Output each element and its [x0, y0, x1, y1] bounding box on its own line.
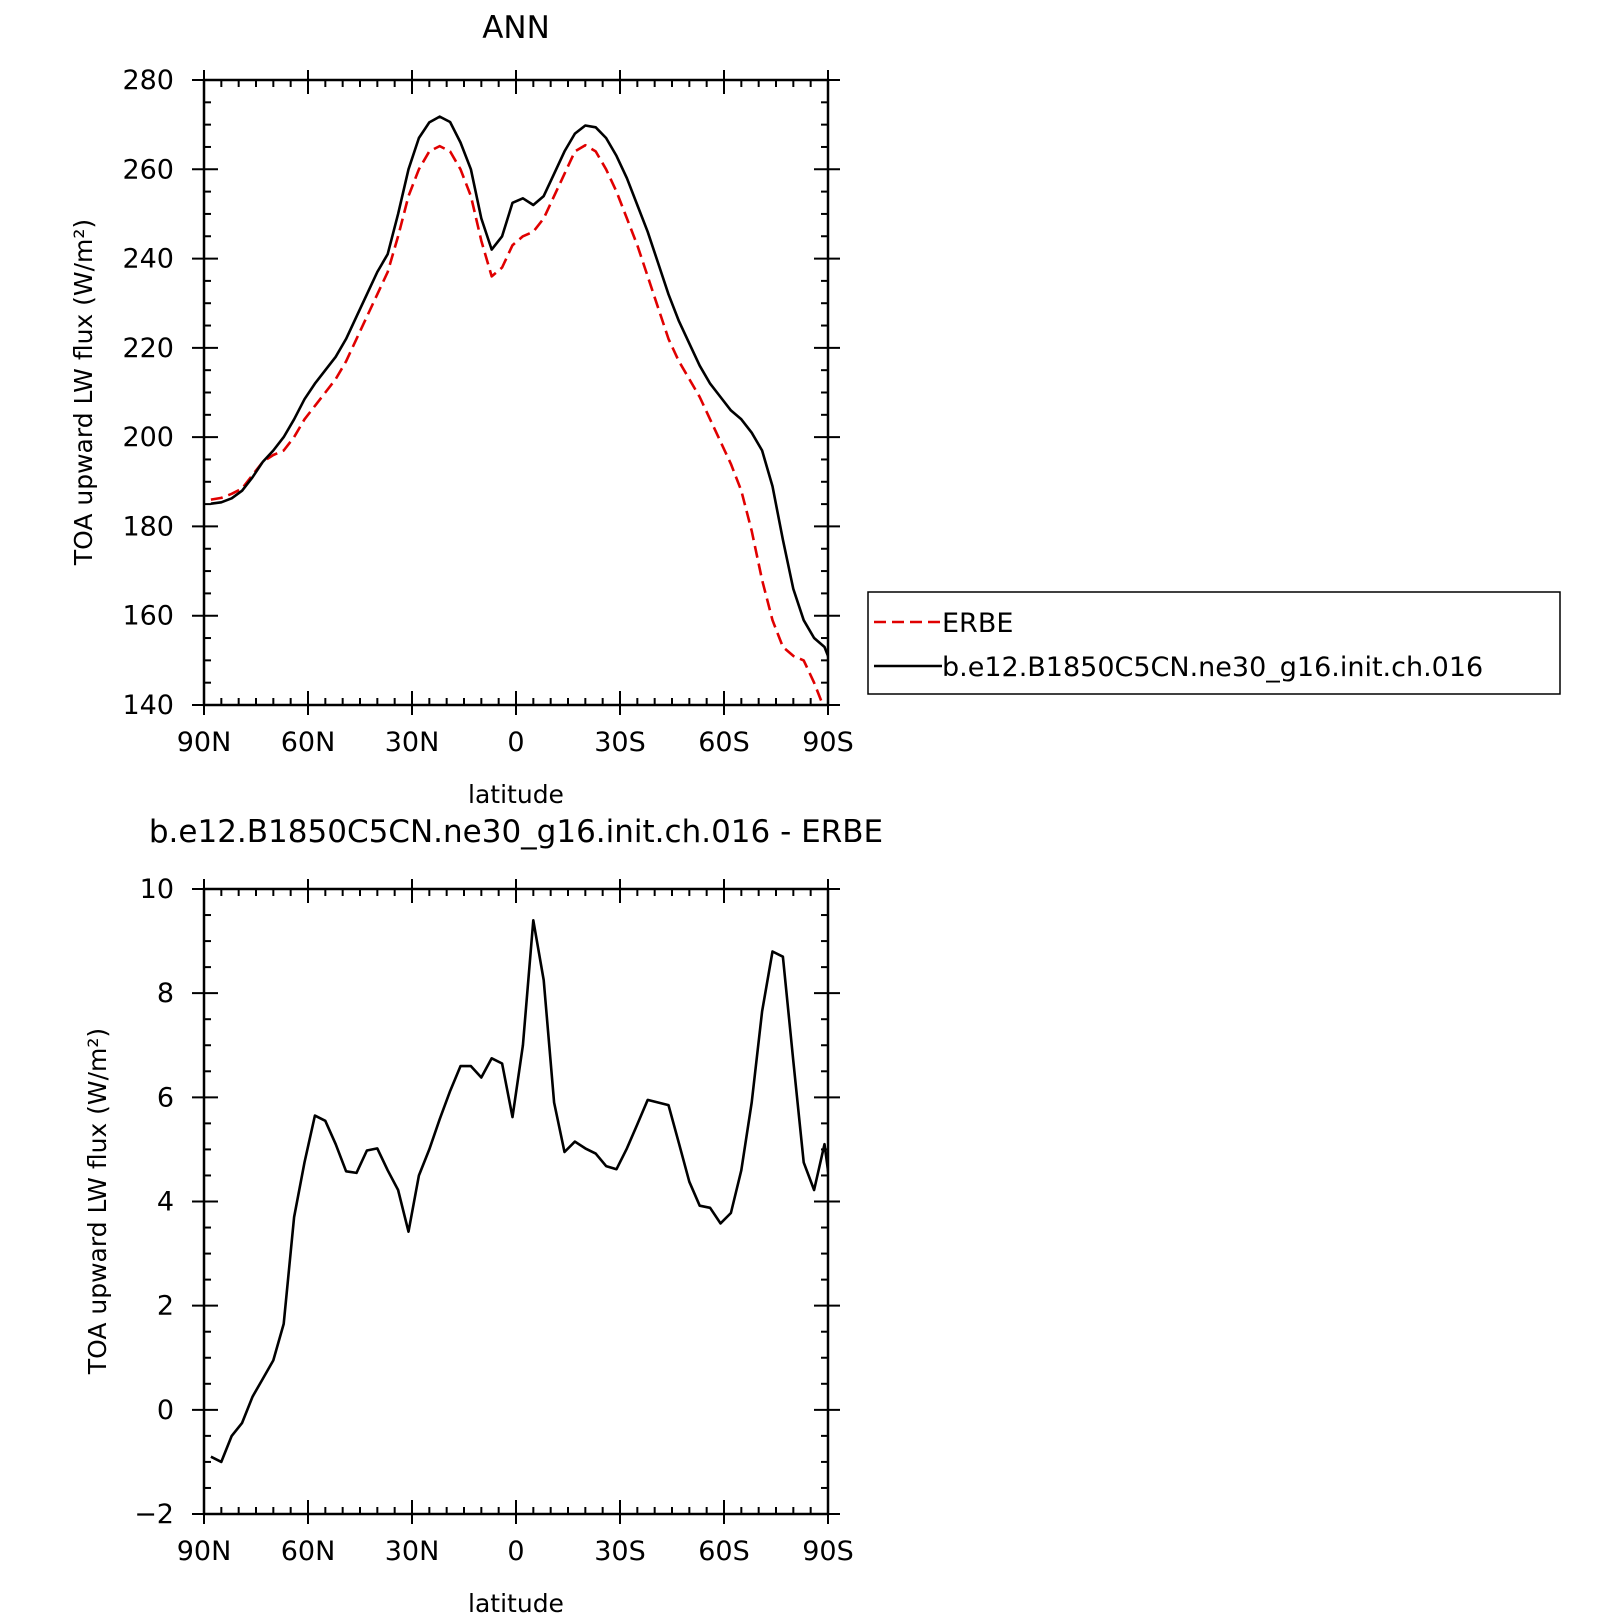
x-tick-label: 30S	[594, 1536, 646, 1567]
y-tick-label: 6	[157, 1082, 174, 1113]
panel-top-ticks: 90N 60N 30N 0 30S 60S 90S 140 160 180 200 220 240 260…	[122, 65, 853, 758]
x-tick-label: 0	[507, 1536, 524, 1567]
y-tick-label: −2	[134, 1499, 174, 1530]
panel-top-xlabel: latitude	[468, 780, 564, 809]
y-tick-label: 220	[122, 333, 174, 364]
legend: ERBE b.e12.B1850C5CN.ne30_g16.init.ch.01…	[867, 591, 1561, 695]
panel-top-marks	[210, 115, 828, 701]
x-tick-label: 0	[507, 727, 524, 758]
y-tick-label: 2	[157, 1291, 174, 1322]
y-tick-label: 10	[140, 874, 174, 905]
panel-bottom-marks	[210, 919, 828, 1464]
series-line-1-0	[210, 919, 828, 1464]
x-tick-label: 60N	[281, 1536, 336, 1567]
y-tick-label: 280	[122, 65, 174, 96]
panel-top-title: ANN	[482, 10, 550, 46]
y-tick-label: 8	[157, 978, 174, 1009]
legend-label-erbe: ERBE	[942, 608, 1013, 639]
x-tick-label: 90N	[177, 1536, 232, 1567]
legend-label-model: b.e12.B1850C5CN.ne30_g16.init.ch.016	[942, 652, 1483, 683]
panel-bottom-ticks: 90N 60N 30N 0 30S 60S 90S −2 0 2 4 6 8 10	[134, 874, 854, 1567]
x-tick-label: 90N	[177, 727, 232, 758]
x-tick-label: 30N	[385, 727, 440, 758]
x-tick-label: 90S	[802, 727, 854, 758]
x-tick-label: 30N	[385, 1536, 440, 1567]
x-tick-label: 60S	[698, 727, 750, 758]
x-tick-label: 90S	[802, 1536, 854, 1567]
y-tick-label: 180	[122, 511, 174, 542]
y-tick-label: 0	[157, 1395, 174, 1426]
x-tick-label: 60S	[698, 1536, 750, 1567]
y-tick-label: 260	[122, 154, 174, 185]
panel-bottom-xlabel: latitude	[468, 1589, 564, 1613]
y-tick-label: 200	[122, 422, 174, 453]
panel-bottom: b.e12.B1850C5CN.ne30_g16.init.ch.016 - E…	[83, 814, 883, 1613]
legend-box	[867, 591, 1561, 695]
series-line-0-0	[210, 143, 823, 701]
y-tick-label: 240	[122, 244, 174, 275]
x-tick-label: 30S	[594, 727, 646, 758]
panel-top: ANN 90N 60N 30N 0 30S 60S 90S 140 160 180 200 220 24…	[69, 10, 854, 809]
panel-top-ylabel: TOA upward LW flux (W/m²)	[69, 219, 98, 566]
y-tick-label: 160	[122, 601, 174, 632]
panel-top-frame	[202, 78, 830, 707]
panel-bottom-ylabel: TOA upward LW flux (W/m²)	[83, 1028, 112, 1375]
y-tick-label: 4	[157, 1187, 174, 1218]
y-tick-label: 140	[122, 690, 174, 721]
panel-bottom-title: b.e12.B1850C5CN.ne30_g16.init.ch.016 - E…	[149, 814, 883, 850]
series-line-0-1	[210, 115, 828, 660]
x-tick-label: 60N	[281, 727, 336, 758]
